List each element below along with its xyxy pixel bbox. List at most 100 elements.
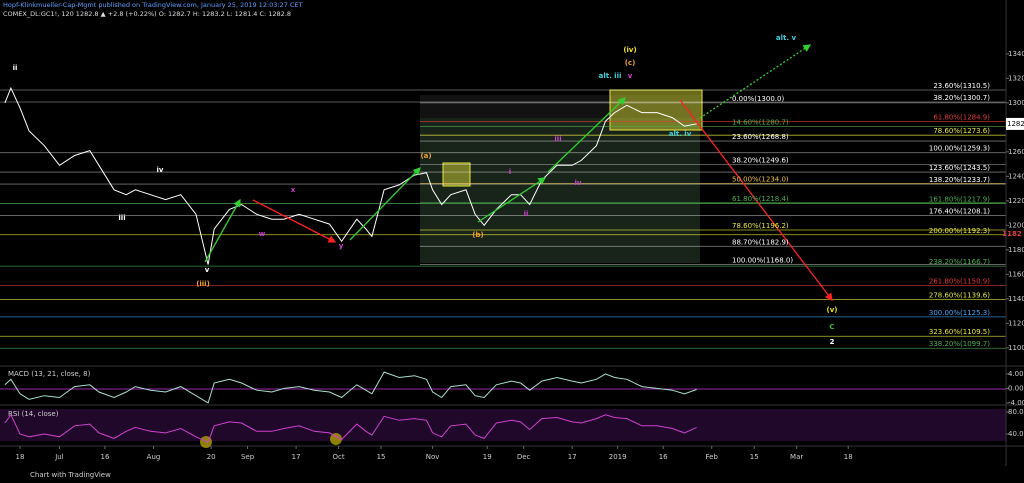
- wave-label: alt. v: [776, 34, 797, 42]
- fib-label: 100.00%(1168.0): [732, 257, 793, 265]
- y-tick-label: 1100.0: [1008, 344, 1024, 352]
- wave-label: x: [291, 186, 296, 194]
- x-tick-label: Sep: [241, 453, 255, 461]
- arrows: [204, 44, 833, 302]
- wave-label: y: [339, 242, 344, 250]
- header-title: Hopf-Klinkmueller-Cap-Mgmt published on …: [3, 1, 303, 9]
- fib-label: 323.60%(1109.5): [929, 328, 990, 336]
- series-line: [4, 86, 697, 265]
- footer: Chart with TradingView: [30, 471, 111, 479]
- fib-label: 50.00%(1234.0): [732, 176, 789, 184]
- x-tick-label: 17: [568, 453, 577, 461]
- y-tick-label: 1260.0: [1008, 148, 1024, 156]
- wave-label: alt. iii: [599, 72, 622, 80]
- wave-label: (iii): [196, 280, 210, 288]
- fib-label: 38.20%(1300.7): [933, 94, 990, 102]
- marker: [330, 433, 342, 445]
- arrow: [349, 167, 421, 241]
- price: [4, 86, 697, 265]
- wave-label: (v): [827, 306, 838, 314]
- y-tick-label: -4.0000: [1008, 399, 1024, 407]
- y-tick-label: 1120.0: [1008, 319, 1024, 327]
- fib-label: 61.80%(1284.9): [933, 113, 990, 121]
- fib-label: 14.60%(1280.7): [732, 118, 789, 126]
- x-tick-label: Mar: [790, 453, 803, 461]
- wave-label: iv: [157, 166, 164, 174]
- arrow: [204, 198, 241, 263]
- header-symbol: COMEX_DL:GC1!, 120 1282.8 ▲ +2.8 (+0.22%…: [3, 10, 291, 18]
- wave-label: v: [628, 72, 633, 80]
- y-tick-label: 40.0000: [1008, 430, 1024, 438]
- wave-label: i: [509, 168, 511, 176]
- y-tick-label: 1180.0: [1008, 246, 1024, 254]
- x-tick-label: 2019: [609, 453, 627, 461]
- wave-label: alt. iv: [669, 130, 692, 138]
- wave-label: iii: [554, 135, 561, 143]
- last-price-box: [1006, 117, 1024, 130]
- fib-label: 0.00%(1300.0): [732, 95, 784, 103]
- y-tick-label: 0.0000: [1008, 384, 1024, 392]
- x-tick-label: 16: [101, 453, 110, 461]
- y-tick-label: 1320.0: [1008, 74, 1024, 82]
- fib-label: 123.60%(1243.5): [929, 164, 990, 172]
- fib-label: 300.00%(1125.3): [929, 309, 990, 317]
- x-tick-label: 19: [483, 453, 492, 461]
- x-tick-label: Aug: [147, 453, 161, 461]
- wave-label: v: [205, 266, 210, 274]
- wave-label: w: [259, 230, 266, 238]
- pane-title: MACD (13, 21, close, 8): [8, 370, 91, 378]
- fib-label: 278.60%(1139.6): [929, 291, 990, 299]
- wave-label: iv: [575, 179, 582, 187]
- wave-label: (b): [472, 231, 483, 239]
- arrow: [477, 177, 547, 223]
- y-tick-label: 1220.0: [1008, 197, 1024, 205]
- fib-label: 138.20%(1233.7): [929, 176, 990, 184]
- fib-label: 338.20%(1099.7): [929, 340, 990, 348]
- pane-title: RSI (14, close): [8, 410, 59, 418]
- x-tick-label: 15: [377, 453, 386, 461]
- fib-label: 38.20%(1249.6): [732, 157, 789, 165]
- wave-label: C: [829, 323, 834, 331]
- wave-label: ii: [524, 210, 529, 218]
- wave-label: (a): [420, 152, 431, 160]
- y-tick-label: 1240.0: [1008, 172, 1024, 180]
- fib-label: 78.60%(1196.2): [732, 222, 789, 230]
- wave-label: 1182: [1002, 230, 1022, 238]
- y-tick-label: 80.0000: [1008, 408, 1024, 416]
- wave-label: 2: [830, 338, 835, 346]
- x-tick-label: Oct: [333, 453, 345, 461]
- target-box: [609, 89, 703, 131]
- last-price: 1282.8: [1007, 120, 1024, 128]
- fib-label: 261.80%(1150.9): [929, 277, 990, 285]
- x-tick-label: 20: [207, 453, 216, 461]
- y-tick-label: 1140.0: [1008, 295, 1024, 303]
- drawings: [420, 89, 703, 263]
- fib-label: 238.20%(1166.7): [929, 258, 990, 266]
- x-tick-label: 15: [750, 453, 759, 461]
- y-tick-label: 1340.0: [1008, 50, 1024, 58]
- x-tick-label: Dec: [517, 453, 531, 461]
- x-tick-label: Jul: [54, 453, 64, 461]
- y-tick-label: 4.0000: [1008, 370, 1024, 378]
- arrow: [679, 99, 833, 302]
- wave-label: iii: [118, 214, 125, 222]
- x-tick-label: 16: [659, 453, 668, 461]
- target-box: [442, 162, 471, 187]
- fib-label: 23.60%(1310.5): [933, 82, 990, 90]
- fib-label: 23.60%(1268.8): [732, 133, 789, 141]
- wave-label: (c): [625, 59, 636, 67]
- arrow: [252, 199, 337, 243]
- x-tick-label: 17: [292, 453, 301, 461]
- fib-label: 200.00%(1192.3): [929, 227, 990, 235]
- rsi-band: [0, 409, 1006, 441]
- y-tick-label: 1300.0: [1008, 99, 1024, 107]
- y-tick-label: 1200.0: [1008, 221, 1024, 229]
- fib-label: 61.80%(1218.4): [732, 195, 789, 203]
- series-line: [4, 413, 697, 443]
- x-tick-label: 18: [16, 453, 25, 461]
- x-tick-label: Nov: [426, 453, 440, 461]
- wave-label: (iv): [623, 46, 636, 54]
- fib-label: 88.70%(1182.9): [732, 238, 789, 246]
